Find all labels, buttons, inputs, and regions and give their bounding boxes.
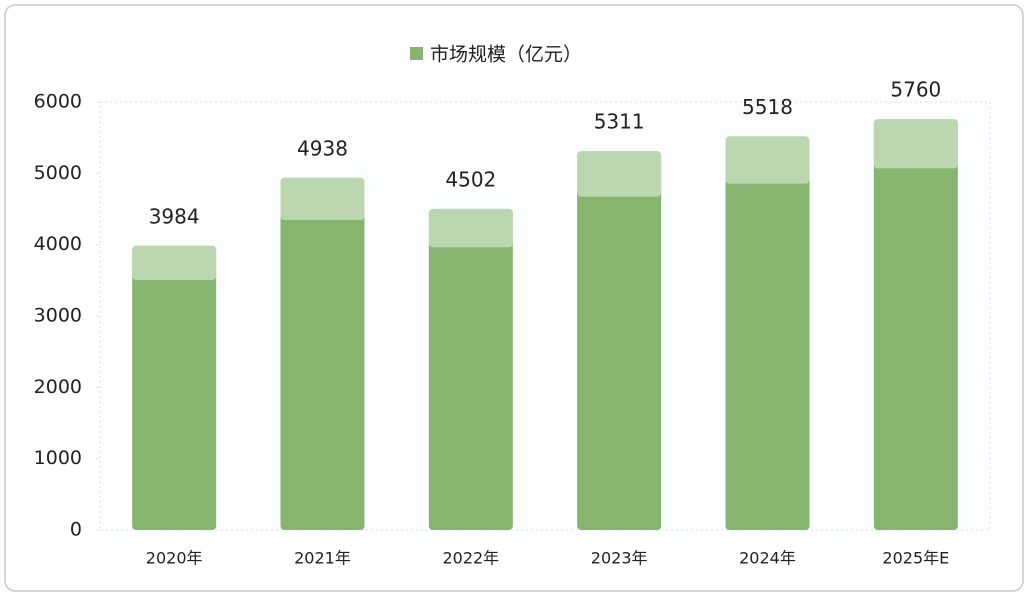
- y-tick-label: 2000: [34, 376, 82, 398]
- bar-highlight: [873, 119, 958, 169]
- bar: [280, 177, 365, 531]
- bar: [873, 119, 958, 531]
- bar-highlight: [725, 136, 810, 184]
- data-label: 4502: [445, 167, 496, 191]
- bar-highlight: [280, 177, 365, 221]
- bar: [725, 136, 810, 530]
- y-tick-label: 3000: [34, 305, 82, 327]
- bar: [132, 245, 217, 531]
- legend-label: 市场规模（亿元）: [430, 44, 582, 66]
- y-tick-label: 6000: [34, 91, 82, 113]
- bar-highlight: [132, 245, 217, 280]
- bar-highlight: [428, 208, 513, 248]
- data-label: 4938: [297, 136, 348, 160]
- x-tick-label: 2025年E: [882, 549, 949, 568]
- data-label: 3984: [149, 204, 200, 228]
- data-label: 5518: [742, 95, 793, 119]
- x-tick-label: 2022年: [442, 549, 499, 568]
- legend-swatch: [410, 47, 423, 60]
- data-label: 5311: [594, 110, 645, 134]
- x-tick-label: 2023年: [591, 549, 648, 568]
- data-label: 5760: [890, 78, 941, 102]
- x-tick-label: 2020年: [146, 549, 203, 568]
- y-tick-label: 4000: [34, 233, 82, 255]
- x-tick-label: 2024年: [739, 549, 796, 568]
- y-tick-label: 5000: [34, 162, 82, 184]
- x-tick-label: 2021年: [294, 549, 351, 568]
- bar: [577, 151, 662, 530]
- bar: [428, 208, 513, 530]
- bar-highlight: [577, 151, 662, 197]
- plot-area: [99, 101, 991, 531]
- y-tick-label: 0: [70, 519, 82, 541]
- y-tick-label: 1000: [34, 447, 82, 469]
